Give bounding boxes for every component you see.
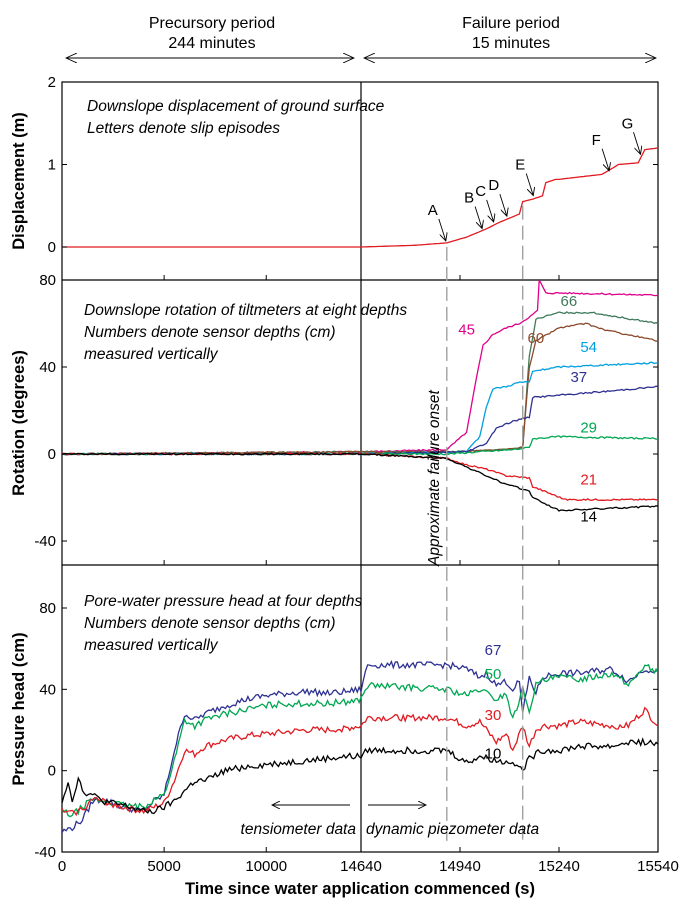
xtick-label: 0 <box>58 858 66 875</box>
pressure-annotation-line3: measured vertically <box>84 637 219 654</box>
rotation-annotation: Downslope rotation of tiltmeters at eigh… <box>84 302 407 363</box>
slip-arrow-A <box>438 218 446 241</box>
xtick-label: 10000 <box>245 858 287 875</box>
slip-letter-G: G <box>622 115 634 132</box>
header-left-line1: Precursory period <box>149 15 275 32</box>
header-left-line2: 244 minutes <box>168 35 255 52</box>
pressure-ytick-label: 0 <box>48 763 56 780</box>
series-pressure-50 <box>62 664 658 818</box>
plot-frame <box>61 81 659 853</box>
label-layer: A B C DE F G 45 66 60 54 37 29 21 14 67 50 30 10 <box>428 115 641 762</box>
rotation-ytick-label: 0 <box>48 446 56 463</box>
rotation-series-label-54: 54 <box>580 339 597 356</box>
slip-arrow-G <box>633 132 641 154</box>
series-rotation-21 <box>62 452 658 502</box>
pressure-series-label-67: 67 <box>485 642 502 659</box>
pressure-series-label-50: 50 <box>485 666 502 683</box>
series-layer <box>62 147 658 845</box>
period-header: Precursory period 244 minutes Failure pe… <box>66 15 656 58</box>
pressure-series <box>62 660 658 833</box>
header-right-line1: Failure period <box>462 15 560 32</box>
pressure-annotation: Pore-water pressure head at four depths … <box>84 593 363 654</box>
rotation-series-label-14: 14 <box>580 508 597 525</box>
pressure-ytick-label: -40 <box>34 844 56 861</box>
x-axis-label: Time since water application commenced (… <box>185 880 535 898</box>
xtick-label: 5000 <box>147 858 180 875</box>
rotation-annotation-line2: Numbers denote sensor depths (cm) <box>84 324 336 341</box>
series-rotation-54 <box>62 361 658 456</box>
slip-letter-B: B <box>464 190 474 207</box>
rotation-series-label-37: 37 <box>570 369 587 386</box>
series-rotation-37 <box>62 385 658 456</box>
header-right-line2: 15 minutes <box>472 35 550 52</box>
slip-letter-D: D <box>488 177 499 194</box>
slip-letter-E: E <box>515 157 525 174</box>
rotation-series-label-21: 21 <box>580 471 597 488</box>
rotation-ytick-label: -40 <box>34 533 56 550</box>
displacement-annotation-line2: Letters denote slip episodes <box>87 120 280 137</box>
rotation-annotation-line1: Downslope rotation of tiltmeters at eigh… <box>84 302 407 319</box>
displacement-y-label: Displacement (m) <box>10 112 28 250</box>
displacement-series <box>62 147 658 248</box>
rotation-series-label-45: 45 <box>458 321 475 338</box>
displacement-ytick-label: 1 <box>48 157 56 174</box>
rotation-y-label: Rotation (degrees) <box>10 350 28 496</box>
rotation-series-label-29: 29 <box>580 419 597 436</box>
rotation-series-label-60: 60 <box>528 330 545 347</box>
rotation-ytick-label: 80 <box>39 272 56 289</box>
series-rotation-14 <box>62 452 658 512</box>
pressure-ytick-label: 80 <box>39 600 56 617</box>
panel-frames <box>61 81 659 853</box>
series-rotation-60 <box>62 322 658 456</box>
pressure-annotation-line1: Pore-water pressure head at four depths <box>84 593 363 610</box>
xtick-label: 14640 <box>340 858 382 875</box>
pressure-y-label: Pressure head (cm) <box>10 632 28 785</box>
slip-arrow-D <box>499 193 507 216</box>
xtick-label: 15240 <box>538 858 580 875</box>
xtick-label: 15540 <box>637 858 679 875</box>
series-displacement-displacement <box>62 147 658 248</box>
slip-arrow-E <box>525 173 533 196</box>
displacement-annotation-line1: Downslope displacement of ground surface <box>87 98 385 115</box>
slip-letter-C: C <box>475 183 486 200</box>
failure-onset-label: Approximate failure onset <box>426 390 443 567</box>
rotation-series <box>62 280 658 512</box>
slip-letter-F: F <box>592 132 601 149</box>
displacement-annotation: Downslope displacement of ground surface… <box>87 98 385 137</box>
slip-letter-A: A <box>428 202 438 219</box>
pressure-ytick-label: 40 <box>39 681 56 698</box>
pressure-series-label-30: 30 <box>485 707 502 724</box>
pressure-series-label-10: 10 <box>485 745 502 762</box>
displacement-ytick-label: 0 <box>48 239 56 256</box>
series-pressure-10 <box>62 737 658 815</box>
pressure-annotation-line2: Numbers denote sensor depths (cm) <box>84 615 336 632</box>
series-pressure-30 <box>62 706 658 817</box>
piezometer-label: dynamic piezometer data <box>366 821 540 838</box>
data-source-labels: tensiometer data dynamic piezometer data <box>241 805 540 838</box>
slip-arrow-C <box>486 199 494 222</box>
rotation-ytick-label: 40 <box>39 359 56 376</box>
rotation-series-label-66: 66 <box>561 293 578 310</box>
tensiometer-label: tensiometer data <box>241 821 357 838</box>
slip-arrow-F <box>601 148 609 171</box>
xtick-label: 14940 <box>439 858 481 875</box>
rotation-annotation-line3: measured vertically <box>84 346 219 363</box>
slip-arrow-B <box>474 206 482 229</box>
displacement-ytick-label: 2 <box>48 74 56 91</box>
